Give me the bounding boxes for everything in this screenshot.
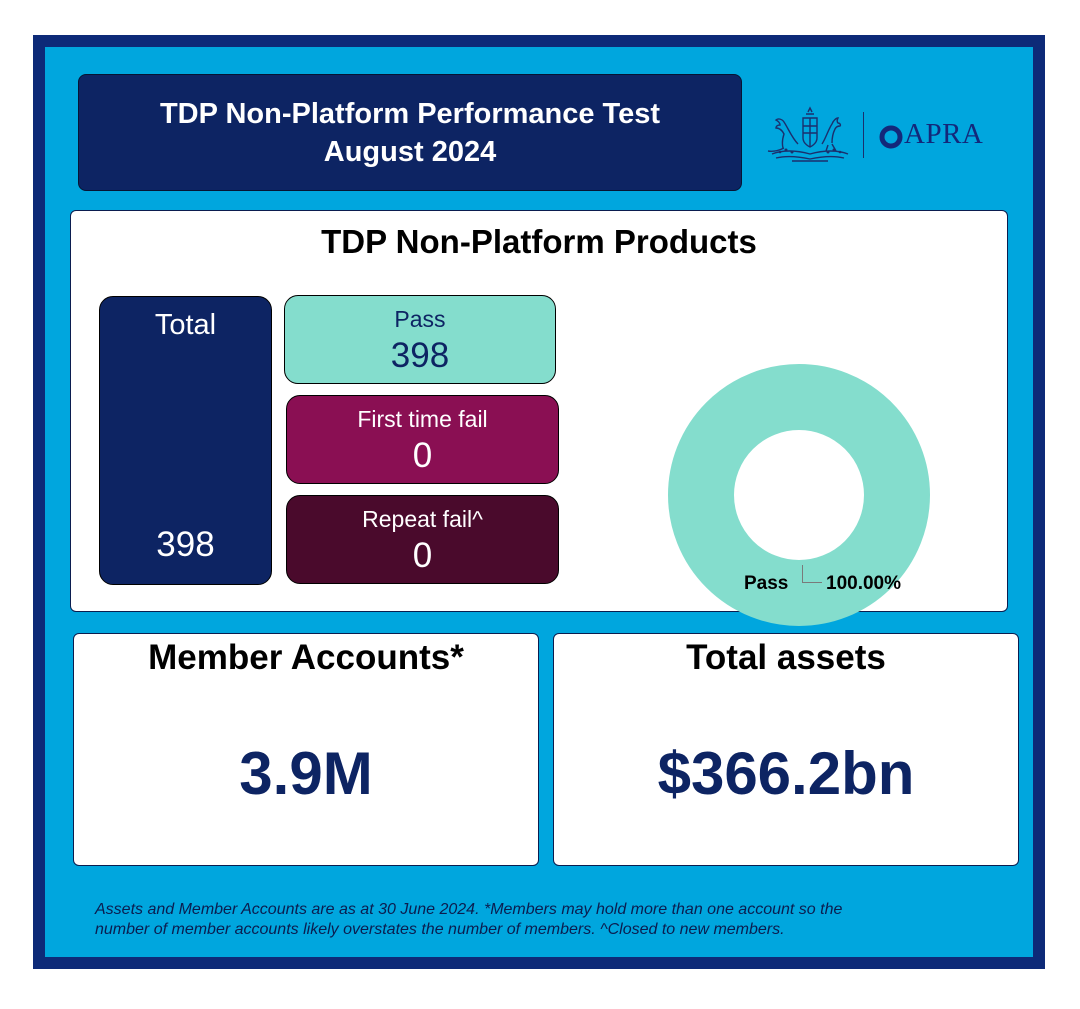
first-time-fail-card: First time fail 0 — [286, 395, 559, 484]
pass-label: Pass — [394, 306, 446, 332]
total-label: Total — [154, 309, 217, 341]
total-assets-panel: Total assets $366.2bn — [553, 633, 1019, 866]
footnote: Assets and Member Accounts are as at 30 … — [95, 900, 995, 940]
footnote-line-1: Assets and Member Accounts are as at 30 … — [95, 901, 843, 918]
repeat-fail-value: 0 — [412, 536, 433, 575]
dashboard-title: TDP Non-Platform Performance Test August… — [78, 74, 742, 191]
title-line-2: August 2024 — [323, 135, 497, 168]
donut-label-percent: 100.00% — [826, 573, 902, 594]
member-accounts-panel: Member Accounts* 3.9M — [73, 633, 539, 866]
apra-wordmark: APRA — [904, 118, 984, 150]
donut-slice-pass — [668, 364, 930, 626]
products-panel: TDP Non-Platform Products Total 398 Pass… — [70, 210, 1008, 626]
title-line-1: TDP Non-Platform Performance Test — [159, 97, 661, 130]
donut-leader-line — [802, 565, 822, 583]
products-title: TDP Non-Platform Products — [321, 223, 757, 260]
pass-donut-chart — [668, 364, 930, 626]
total-assets-title: Total assets — [686, 638, 886, 677]
footnote-line-2: number of member accounts likely oversta… — [95, 921, 785, 938]
first-time-fail-value: 0 — [412, 436, 433, 475]
total-value: 398 — [156, 525, 215, 564]
first-time-fail-label: First time fail — [357, 406, 488, 432]
logo-divider — [863, 112, 864, 158]
total-card: Total 398 — [99, 296, 272, 585]
repeat-fail-label: Repeat fail^ — [362, 506, 483, 532]
repeat-fail-card: Repeat fail^ 0 — [286, 495, 559, 584]
apra-ring-icon — [879, 125, 903, 149]
pass-card: Pass 398 — [284, 295, 556, 384]
australian-coat-of-arms-icon — [767, 106, 849, 162]
apra-logo: APRA — [762, 104, 1007, 166]
pass-value: 398 — [390, 336, 450, 375]
donut-label-category: Pass — [744, 573, 789, 594]
member-accounts-title: Member Accounts* — [148, 638, 464, 677]
member-accounts-value: 3.9M — [239, 740, 373, 807]
total-assets-value: $366.2bn — [657, 740, 915, 807]
